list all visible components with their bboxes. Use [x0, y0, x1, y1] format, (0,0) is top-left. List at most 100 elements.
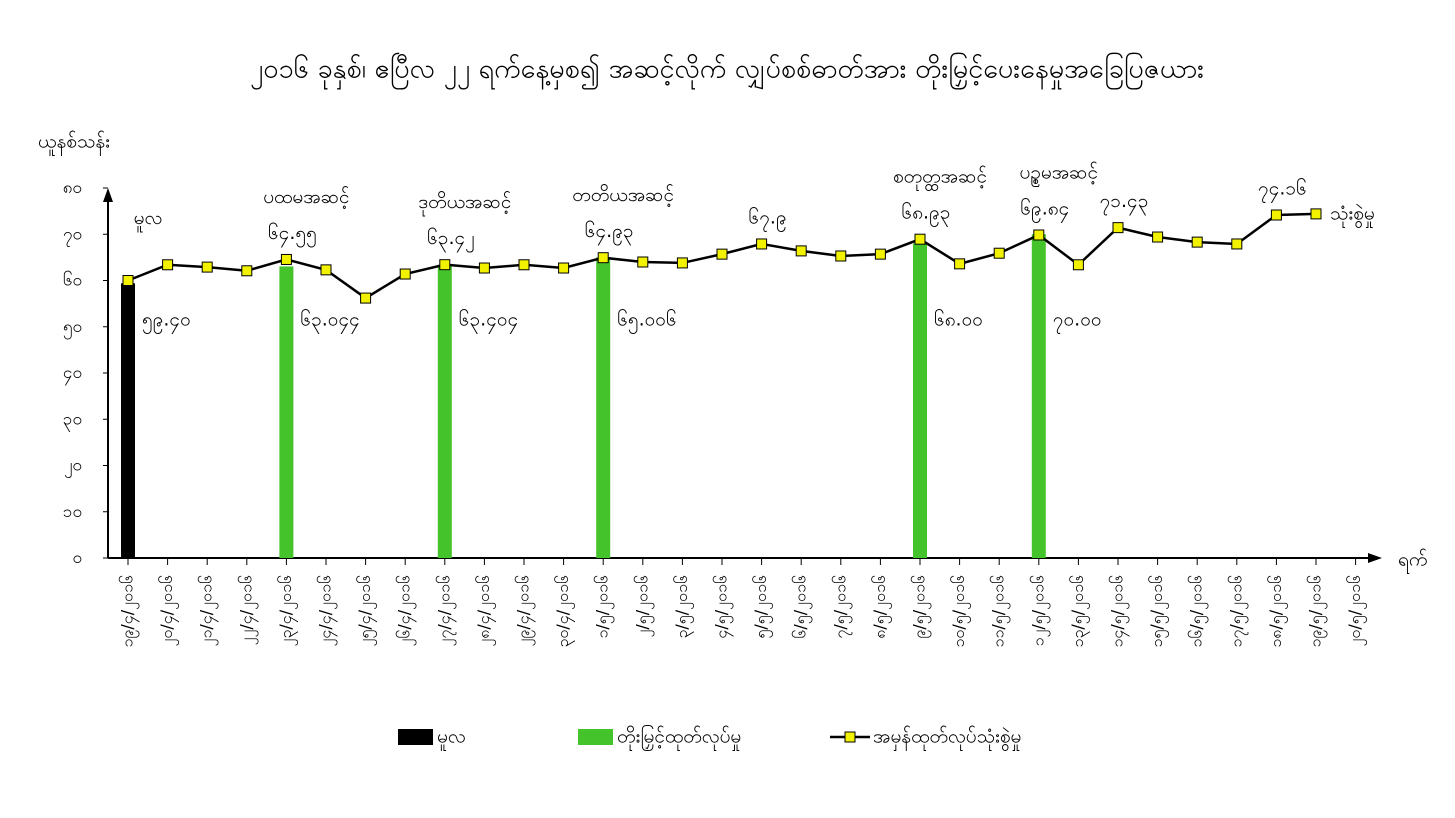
x-tick-label: ၂၃/၄/၂၀၁၆ [276, 575, 298, 647]
x-tick-label: ၁၁/၅/၂၀၁၆ [989, 575, 1011, 648]
y-tick-label: ၈၀ [63, 178, 82, 198]
line-value-label: ၆၈.၉၃ [902, 201, 951, 228]
line-marker [914, 233, 926, 245]
line-marker [1152, 231, 1164, 243]
y-tick-label: ၇၀ [63, 224, 82, 247]
line-value-label: ၆၄.၉၃ [585, 219, 634, 246]
legend-swatch [578, 729, 613, 745]
x-tick-label: ၂၄/၄/၂၀၁၆ [316, 575, 338, 647]
bar-value-label: ၇၀.၀၀ [1053, 309, 1102, 335]
y-tick-label: ၁၀ [63, 502, 82, 522]
bar [437, 264, 452, 558]
annotation: ပဉ္စမအဆင့် [1020, 160, 1099, 187]
bar [913, 243, 927, 558]
x-tick-label: ၁၂/၅/၂၀၁၆ [1028, 575, 1050, 647]
chart-title: ၂၀၁၆ ခုနှစ်၊ ဧပြီလ ၂၂ ရက်နေ့မှစ၍ အဆင့်လိ… [250, 52, 1204, 90]
line-marker [201, 261, 213, 273]
bar-value-label: ၆၃.၄၀၄ [459, 308, 518, 335]
x-tick-label: ၄/၅/၂၀၁၆ [712, 575, 734, 639]
x-tick-label: ၃/၅/၂၀၁၆ [672, 575, 694, 639]
y-tick-label: ၀ [72, 548, 82, 568]
x-tick-label: ၁၅/၅/၂၀၁၆ [1147, 575, 1169, 648]
x-tick-label: ၂၈/၄/၂၀၁၆ [474, 575, 496, 647]
x-tick-label: ၁၆/၅/၂၀၁၆ [1187, 575, 1209, 648]
x-tick-label: ၁၄/၅/၂၀၁၆ [1108, 575, 1130, 648]
line-marker [558, 262, 570, 274]
x-axis-label: ရက် [1398, 548, 1428, 575]
x-tick-label: ၃၀/၄/၂၀၁၆ [553, 575, 575, 648]
y-axis-arrow [103, 188, 113, 202]
line-marker [241, 265, 253, 277]
line-marker [1191, 236, 1203, 248]
x-tick-label: ၇/၅/၂၀၁၆ [830, 575, 852, 639]
legend-label: မူလ [437, 726, 466, 752]
x-tick-label: ၁၈/၅/၂၀၁၆ [1266, 575, 1288, 648]
bar-value-label: ၆၈.၀၀ [934, 308, 983, 331]
legend-swatch [398, 729, 433, 745]
line-marker [162, 259, 174, 271]
line-marker [399, 268, 411, 280]
x-tick-label: ၅/၅/၂၀၁၆ [751, 575, 773, 639]
x-tick-label: ၂၆/၄/၂၀၁၆ [395, 575, 417, 647]
legend-marker [844, 731, 856, 743]
x-tick-label: ၈/၅/၂၀၁၆ [870, 575, 892, 639]
line-marker [439, 259, 451, 271]
x-axis-arrow [1368, 553, 1382, 563]
line-marker [1072, 259, 1084, 271]
line-marker [835, 250, 847, 262]
annotation: ပထမအဆင့် [263, 185, 350, 209]
line-marker [716, 248, 728, 260]
x-tick-label: ၆/၅/၂၀၁၆ [791, 575, 813, 639]
line-marker [1231, 238, 1243, 250]
x-tick-label: ၁၉/၄/၂၀၁၆ [118, 575, 140, 648]
line-marker [518, 259, 530, 271]
line-marker [360, 292, 372, 304]
line-marker [320, 264, 332, 276]
line-marker [637, 256, 649, 268]
line-marker [1112, 222, 1124, 234]
line-value-label: ၆၃.၄၂ [427, 226, 474, 253]
x-tick-label: ၁/၅/၂၀၁၆ [593, 575, 615, 639]
line-value-label: ၆၉.၈၄ [1020, 196, 1069, 223]
annotation: စတုတ္ထအဆင့် [893, 165, 987, 192]
bar [279, 266, 294, 558]
y-tick-label: ၂၀ [64, 456, 82, 479]
x-tick-label: ၉/၅/၂၀၁၆ [910, 575, 932, 639]
y-axis-label: ယူနစ်သန်း [38, 130, 110, 157]
x-tick-label: ၂၂/၄/၂၀၁၆ [236, 575, 258, 645]
line-marker [874, 248, 886, 260]
line-marker [597, 252, 609, 264]
line-marker [280, 253, 292, 265]
line-marker [756, 238, 768, 250]
x-tick-label: ၁၀/၅/၂၀၁၆ [949, 575, 971, 648]
annotation: မူလ [134, 207, 163, 233]
y-tick-label: ၅၀ [63, 317, 82, 340]
x-tick-label: ၁၉/၅/၂၀၁၆ [1306, 575, 1328, 648]
bar [121, 283, 135, 558]
bar [596, 257, 611, 558]
x-tick-label: ၂၉/၄/၂၀၁၆ [514, 575, 536, 647]
x-tick-label: ၂၁/၄/၂၀၁၆ [197, 575, 219, 647]
annotation: ဒုတိယအဆင့် [418, 190, 511, 217]
line-marker [1310, 208, 1322, 220]
line-value-label: ၇၁.၄၃ [1100, 190, 1149, 216]
line-marker [1270, 209, 1282, 221]
line-marker [1033, 229, 1045, 241]
legend-label: တိုးမြှင့်ထုတ်လုပ်မှု [617, 724, 741, 752]
x-tick-label: ၂/၅/၂၀၁၆ [632, 575, 654, 638]
bar-value-label: ၆၃.၀၄၄ [300, 308, 359, 335]
x-tick-label: ၂၇/၄/၂၀၁၆ [434, 575, 456, 647]
bar-value-label: ၆၅.၀၀၆ [617, 308, 676, 335]
y-tick-label: ၆၀ [63, 270, 82, 291]
x-tick-label: ၂၀/၅/၂၀၁၆ [1345, 575, 1367, 647]
x-tick-label: ၁၃/၅/၂၀၁၆ [1068, 575, 1090, 648]
line-value-label: ၆၇.၉ [749, 205, 787, 232]
line-value-label: ၇၄.၁၆ [1258, 177, 1307, 204]
legend-label: အမှန်ထုတ်လုပ်သုံးစွဲမှု [873, 725, 1021, 752]
line-marker [676, 257, 688, 269]
line-marker [795, 245, 807, 257]
line-value-label: ၆၄.၅၅ [268, 221, 317, 248]
x-tick-label: ၂၅/၄/၂၀၁၆ [355, 575, 377, 647]
bar [1031, 234, 1046, 558]
